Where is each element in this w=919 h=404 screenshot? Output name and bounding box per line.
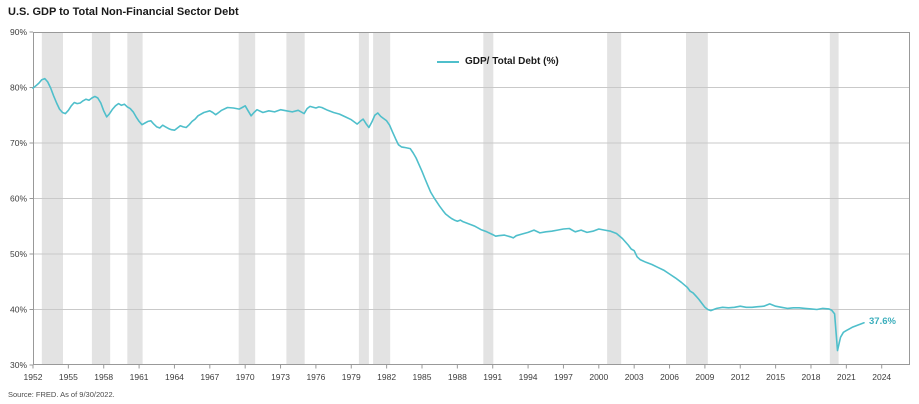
legend-label: GDP/ Total Debt (%) bbox=[465, 56, 559, 67]
x-axis-label: 1982 bbox=[377, 372, 396, 382]
legend: GDP/ Total Debt (%) bbox=[437, 56, 559, 67]
x-axis-label: 1988 bbox=[448, 372, 467, 382]
legend-line-swatch bbox=[437, 60, 459, 63]
x-axis-label: 1976 bbox=[306, 372, 325, 382]
x-axis-label: 1958 bbox=[94, 372, 113, 382]
x-axis-label: 1952 bbox=[24, 372, 43, 382]
x-axis-label: 1973 bbox=[271, 372, 290, 382]
x-axis-label: 2024 bbox=[872, 372, 891, 382]
x-axis-label: 1994 bbox=[519, 372, 538, 382]
x-axis-label: 1961 bbox=[130, 372, 149, 382]
last-value-label: 37.6% bbox=[869, 316, 896, 327]
x-axis-label: 2003 bbox=[625, 372, 644, 382]
x-axis-label: 2012 bbox=[731, 372, 750, 382]
gdp-debt-line bbox=[32, 77, 865, 352]
x-axis-label: 2015 bbox=[766, 372, 785, 382]
y-axis-label: 40% bbox=[10, 305, 27, 315]
x-axis-label: 1985 bbox=[413, 372, 432, 382]
source-note: Source: FRED. As of 9/30/2022. bbox=[8, 390, 115, 399]
x-axis-label: 2009 bbox=[695, 372, 714, 382]
x-axis-label: 1979 bbox=[342, 372, 361, 382]
y-axis-label: 60% bbox=[10, 194, 27, 204]
plot-border bbox=[33, 32, 910, 365]
y-axis-label: 80% bbox=[10, 83, 27, 93]
x-axis-label: 1964 bbox=[165, 372, 184, 382]
x-axis-label: 2018 bbox=[802, 372, 821, 382]
y-axis-label: 70% bbox=[10, 138, 27, 148]
y-axis-label: 50% bbox=[10, 249, 27, 259]
x-axis-label: 2006 bbox=[660, 372, 679, 382]
y-axis-label: 90% bbox=[10, 27, 27, 37]
x-axis-label: 1997 bbox=[554, 372, 573, 382]
x-axis-label: 1955 bbox=[59, 372, 78, 382]
y-axis-label: 30% bbox=[10, 360, 27, 370]
x-axis-label: 1967 bbox=[200, 372, 219, 382]
x-axis-label: 1991 bbox=[483, 372, 502, 382]
chart-title: U.S. GDP to Total Non-Financial Sector D… bbox=[8, 6, 239, 18]
x-axis-label: 1970 bbox=[236, 372, 255, 382]
x-axis-label: 2000 bbox=[589, 372, 608, 382]
x-axis-label: 2021 bbox=[837, 372, 856, 382]
